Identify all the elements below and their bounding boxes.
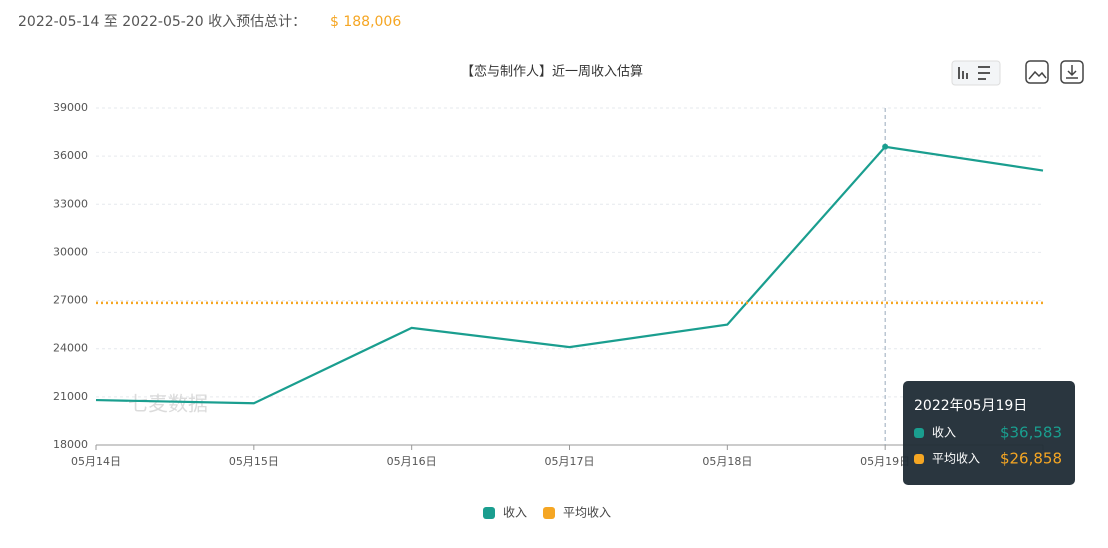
legend-label: 收入 [503,506,527,520]
chart-title: 【恋与制作人】近一周收入估算 [461,64,643,80]
y-tick-label: 27000 [53,294,88,307]
legend-swatch [543,507,555,519]
tooltip-value: $26,858 [1000,450,1062,468]
y-tick-label: 33000 [53,197,88,210]
y-tick-label: 18000 [53,438,88,451]
y-tick-label: 30000 [53,245,88,258]
x-tick-label: 05月14日 [71,455,121,468]
header-total: $ 188,006 [330,14,401,30]
legend-swatch [483,507,495,519]
hover-point [882,143,889,150]
legend-label: 平均收入 [563,506,611,520]
x-tick-label: 05月16日 [387,455,437,468]
y-tick-label: 39000 [53,101,88,114]
x-tick-label: 05月15日 [229,455,279,468]
image-icon[interactable] [1028,70,1047,80]
tooltip-swatch [914,454,924,464]
tooltip-swatch [914,428,924,438]
toggle-icon[interactable] [958,66,990,80]
tooltip-name: 收入 [932,426,956,440]
toolbar[interactable] [951,60,1084,86]
y-tick-label: 36000 [53,149,88,162]
image-button[interactable] [1025,60,1049,84]
download-icon[interactable] [1066,65,1078,79]
tooltip-title: 2022年05月19日 [914,398,1027,414]
y-tick-label: 24000 [53,342,88,355]
y-tick-label: 21000 [53,390,88,403]
tooltip-name: 平均收入 [932,452,980,466]
header-text: 2022-05-14 至 2022-05-20 收入预估总计： [18,14,306,30]
download-button[interactable] [1060,60,1084,84]
x-tick-label: 05月18日 [702,455,752,468]
tooltip-value: $36,583 [1000,424,1062,442]
x-tick-label: 05月19日 [860,455,910,468]
x-tick-label: 05月17日 [545,455,595,468]
tooltip-box [903,381,1075,485]
series-line [95,145,1044,405]
watermark: 七麦数据 [128,392,208,416]
